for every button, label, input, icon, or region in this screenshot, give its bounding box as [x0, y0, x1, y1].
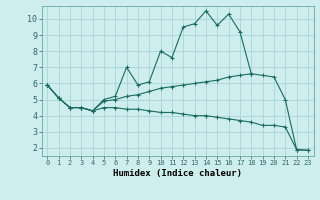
X-axis label: Humidex (Indice chaleur): Humidex (Indice chaleur): [113, 169, 242, 178]
